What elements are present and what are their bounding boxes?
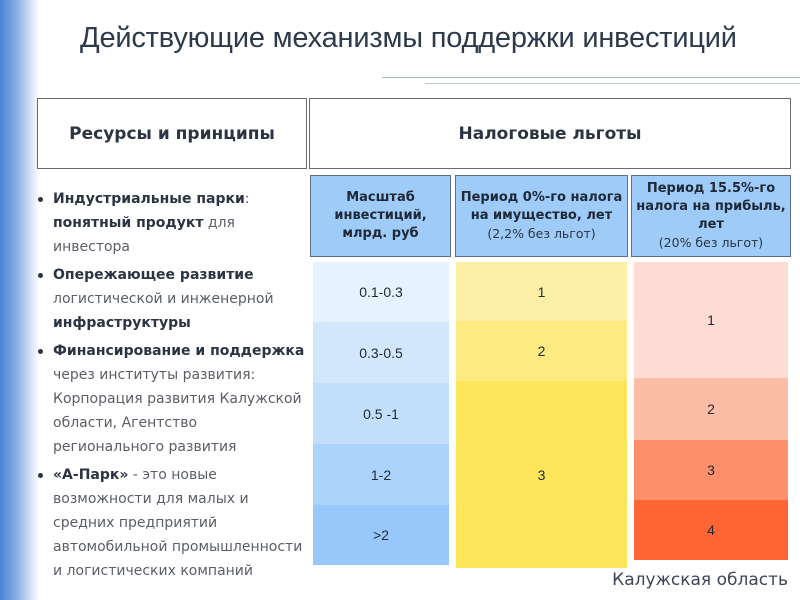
bullet-text: :	[244, 191, 250, 207]
list-item: Индустриальные парки: понятный продукт д…	[36, 187, 308, 259]
column-header-label: Период 0%-го налога на имущество, лет	[460, 190, 623, 223]
profit-tax-cell: 3	[634, 440, 788, 500]
tax-benefits-header-label: Налоговые льготы	[458, 123, 642, 144]
region-caption: Калужская область	[612, 570, 788, 590]
property-tax-cell: 3	[456, 381, 627, 568]
property-tax-cell: 1	[456, 262, 627, 321]
bullet-bold: «А-Парк»	[53, 467, 129, 483]
scale-cell: 0.3-0.5	[313, 322, 449, 383]
list-item: Опережающее развитие логистической и инж…	[36, 263, 308, 335]
bullet-text: для инвестора	[53, 215, 235, 255]
column-header-investment-scale: Масштаб инвестиций, млрд. руб	[310, 175, 451, 257]
column-header-label: Масштаб инвестиций, млрд. руб	[334, 190, 427, 241]
bullet-text: логистической и инженерной	[53, 291, 274, 307]
list-item: Финансирование и поддержка через институ…	[36, 339, 308, 459]
column-header-note: (2,2% без льгот)	[487, 226, 596, 241]
bullet-text: - это новые возможности для малых и сред…	[53, 467, 303, 579]
title-underline	[382, 77, 800, 78]
scale-cell: 0.1-0.3	[313, 262, 449, 322]
scale-cell: >2	[313, 505, 449, 565]
bullet-bold: инфраструктуры	[53, 315, 191, 331]
slide-title: Действующие механизмы поддержки инвестиц…	[80, 22, 737, 54]
bullet-text: через институты развития: Корпорация раз…	[53, 367, 302, 455]
column-header-note: (20% без льгот)	[658, 235, 764, 250]
resources-header: Ресурсы и принципы	[37, 98, 307, 169]
tax-benefits-header: Налоговые льготы	[309, 98, 791, 169]
scale-cell: 0.5 -1	[313, 383, 449, 444]
side-gradient-bar	[0, 0, 40, 600]
profit-tax-cell: 1	[634, 262, 788, 378]
resources-header-label: Ресурсы и принципы	[69, 123, 275, 144]
bullet-bold: Индустриальные парки	[53, 191, 245, 207]
profit-tax-cell: 4	[634, 500, 788, 560]
bullet-bold: Финансирование и поддержка	[53, 343, 305, 359]
list-item: «А-Парк» - это новые возможности для мал…	[36, 463, 308, 583]
bullet-bold: Опережающее развитие	[53, 267, 254, 283]
title-underline-secondary	[425, 83, 800, 84]
column-header-property-tax: Период 0%-го налога на имущество, лет (2…	[455, 175, 628, 257]
scale-cell: 1-2	[313, 444, 449, 505]
column-header-label: Период 15.5%-го налога на прибыль, лет	[636, 181, 786, 232]
column-header-profit-tax: Период 15.5%-го налога на прибыль, лет (…	[631, 175, 791, 257]
bullet-bold: понятный продукт	[53, 215, 204, 231]
principles-list: Индустриальные парки: понятный продукт д…	[36, 187, 308, 587]
profit-tax-cell: 2	[634, 378, 788, 440]
property-tax-cell: 2	[456, 321, 627, 381]
